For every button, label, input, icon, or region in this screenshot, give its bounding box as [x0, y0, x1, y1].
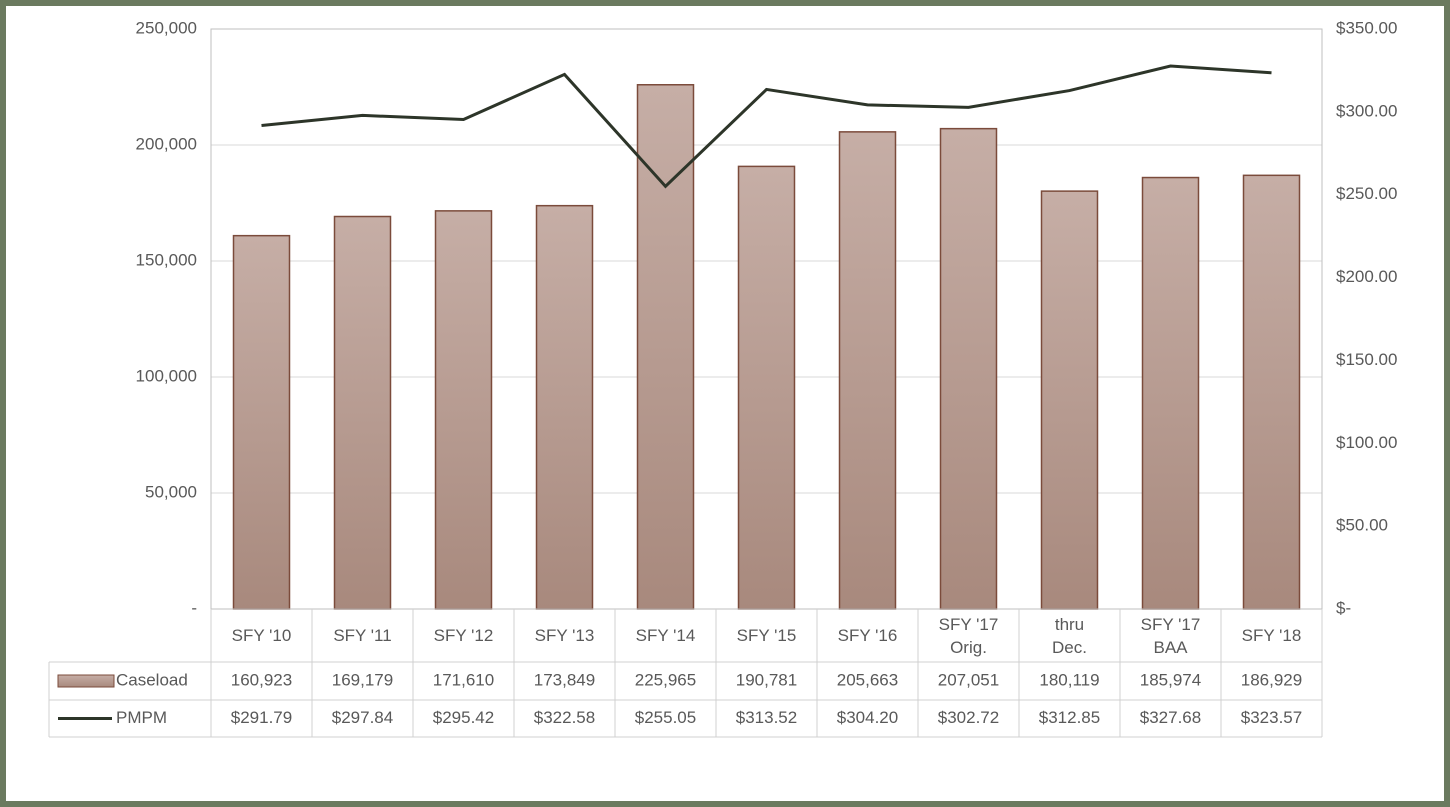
y2-tick-label: $100.00	[1336, 433, 1397, 452]
y2-tick-label: $250.00	[1336, 184, 1397, 203]
x-tick-text: thru Dec.	[1052, 614, 1087, 657]
line	[261, 64, 1272, 189]
table-value: 185,974	[1140, 670, 1201, 689]
y2-tick-label: $150.00	[1336, 350, 1397, 369]
table-value: 171,610	[433, 670, 494, 689]
table-value: 186,929	[1241, 670, 1302, 689]
x-tick-text: SFY '10	[231, 626, 292, 645]
legend-label: Caseload	[116, 670, 188, 689]
bar	[1242, 174, 1301, 610]
table-value: $304.20	[837, 708, 898, 727]
table-value: 160,923	[231, 670, 292, 689]
x-tick-label: SFY '10	[211, 609, 312, 662]
y2-tick-label: $50.00	[1336, 516, 1388, 535]
table-value: 190,781	[736, 670, 797, 689]
y2-tick-label: $-	[1336, 598, 1351, 617]
table-value: $313.52	[736, 708, 797, 727]
x-tick-label: SFY '18	[1221, 609, 1322, 662]
bar	[535, 204, 594, 610]
bar	[1141, 176, 1200, 610]
y-tick-label: 100,000	[136, 366, 197, 385]
y-tick-label: 250,000	[136, 18, 197, 37]
legend-key	[57, 674, 115, 688]
table-value: 180,119	[1039, 670, 1099, 689]
x-tick-text: SFY '13	[534, 626, 595, 645]
table-value: $302.72	[938, 708, 999, 727]
table-value: $295.42	[433, 708, 494, 727]
x-tick-label: SFY '14	[615, 609, 716, 662]
x-tick-label: SFY '17 Orig.	[918, 609, 1019, 662]
x-tick-text: SFY '17 Orig.	[938, 614, 999, 657]
bar	[333, 215, 392, 610]
table-value: $297.84	[332, 708, 393, 727]
x-tick-label: SFY '12	[413, 609, 514, 662]
x-tick-text: SFY '12	[433, 626, 494, 645]
bar	[636, 84, 695, 610]
x-tick-text: SFY '11	[333, 626, 392, 645]
y-tick-label: 50,000	[145, 482, 197, 501]
y2-tick-label: $300.00	[1336, 101, 1397, 120]
bar	[232, 234, 291, 610]
x-tick-text: SFY '15	[736, 626, 797, 645]
bar	[1040, 190, 1099, 610]
x-tick-text: SFY '14	[635, 626, 696, 645]
y-tick-label: 150,000	[136, 250, 197, 269]
y2-tick-label: $350.00	[1336, 18, 1397, 37]
bar	[939, 127, 998, 610]
table-value: $255.05	[635, 708, 696, 727]
y2-tick-label: $200.00	[1336, 267, 1397, 286]
table-value: 207,051	[938, 670, 999, 689]
x-tick-text: SFY '17 BAA	[1140, 614, 1201, 657]
table-value: 169,179	[332, 670, 393, 689]
x-tick-label: SFY '16	[817, 609, 918, 662]
x-tick-label: SFY '13	[514, 609, 615, 662]
bar	[838, 131, 897, 610]
x-tick-text: SFY '18	[1241, 626, 1302, 645]
x-tick-text: SFY '16	[837, 626, 898, 645]
table-value: 225,965	[635, 670, 696, 689]
y-tick-label: -	[191, 598, 197, 617]
x-tick-label: SFY '15	[716, 609, 817, 662]
x-tick-label: SFY '11	[312, 609, 413, 662]
table-value: $291.79	[231, 708, 292, 727]
x-tick-label: SFY '17 BAA	[1120, 609, 1221, 662]
table-value: $312.85	[1039, 708, 1100, 727]
bar	[737, 165, 796, 610]
table-value: 205,663	[837, 670, 898, 689]
bar	[434, 210, 493, 610]
legend-label: PMPM	[116, 708, 167, 727]
x-tick-label: thru Dec.	[1019, 609, 1120, 662]
y-tick-label: 200,000	[136, 134, 197, 153]
table-value: $323.57	[1241, 708, 1302, 727]
table-value: $322.58	[534, 708, 595, 727]
table-value: $327.68	[1140, 708, 1201, 727]
table-value: 173,849	[534, 670, 595, 689]
